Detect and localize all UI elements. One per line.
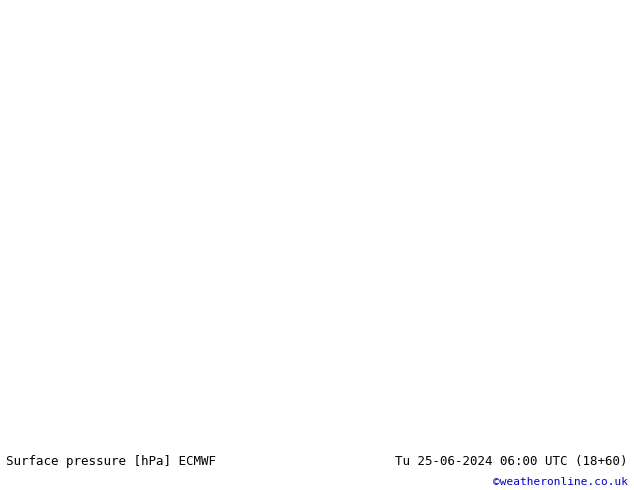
Text: Tu 25-06-2024 06:00 UTC (18+60): Tu 25-06-2024 06:00 UTC (18+60) <box>395 455 628 468</box>
Text: ©weatheronline.co.uk: ©weatheronline.co.uk <box>493 477 628 487</box>
Text: Surface pressure [hPa] ECMWF: Surface pressure [hPa] ECMWF <box>6 455 216 468</box>
